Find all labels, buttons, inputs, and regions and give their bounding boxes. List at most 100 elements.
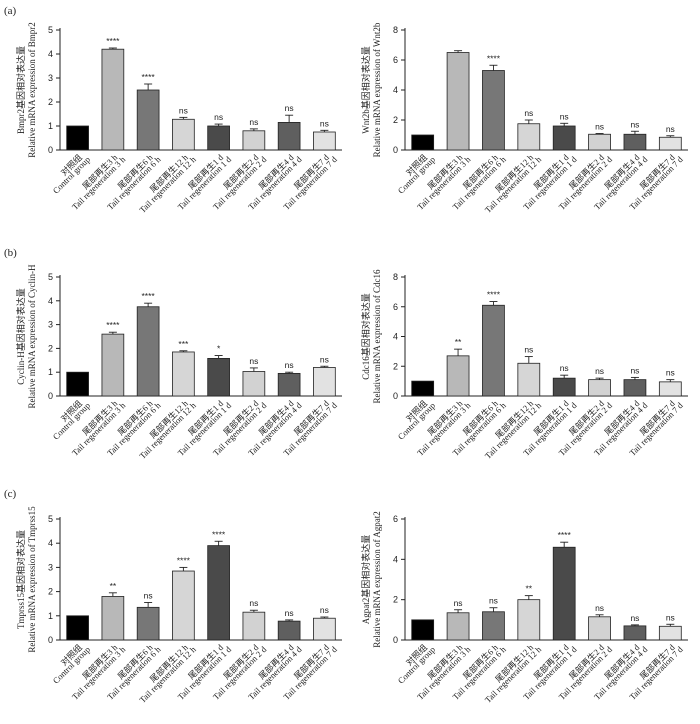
- panel-letter-c: (c): [4, 488, 17, 500]
- significance-label: ****: [177, 555, 191, 565]
- y-axis-label-en: Relative mRNA expression of Agpat2: [372, 511, 382, 647]
- significance-label: ns: [214, 112, 223, 122]
- bar: [552, 377, 576, 397]
- y-axis-label-en: Relative mRNA expression of Cyclin-H: [27, 264, 37, 408]
- bar: [207, 357, 230, 397]
- bar: [101, 333, 125, 397]
- bar: [313, 617, 336, 641]
- y-tick-label: 8: [393, 272, 398, 282]
- significance-label: ns: [320, 354, 329, 364]
- significance-label: ns: [524, 345, 533, 355]
- chart-2: 0 2 4 6 8 Wnt2b基因相对表达量 Relative mRNA expressio…: [360, 22, 688, 215]
- significance-label: ns: [454, 598, 463, 608]
- bar: [482, 70, 505, 151]
- bar: [411, 619, 435, 641]
- bar: [588, 379, 611, 397]
- y-axis-label-cn: Tmprss15基因相对表达量: [15, 530, 26, 629]
- chart-1: 0 1 2 3 4 5 Bmpr2基因相对表达量 Relative mRNA expressi…: [15, 22, 342, 215]
- significance-label: ****: [558, 530, 572, 540]
- bar: [66, 125, 89, 151]
- significance-label: ****: [142, 291, 156, 301]
- y-tick-label: 2: [48, 343, 53, 353]
- y-tick-label: 4: [393, 554, 398, 564]
- significance-label: ns: [524, 108, 533, 118]
- significance-label: ns: [666, 124, 675, 134]
- bar: [66, 371, 89, 397]
- y-tick-label: 4: [393, 332, 398, 342]
- significance-label: ****: [106, 320, 120, 330]
- significance-label: ns: [595, 122, 604, 132]
- significance-label: ns: [320, 605, 329, 615]
- bar: [172, 118, 195, 151]
- bar: [658, 136, 682, 151]
- bar: [242, 371, 266, 397]
- bar: [588, 616, 611, 641]
- y-axis-label-en: Relative mRNA expression of Cdc16: [372, 269, 382, 403]
- bar: [172, 351, 195, 397]
- significance-label: ****: [487, 290, 501, 300]
- significance-label: ns: [560, 111, 569, 121]
- bar: [207, 125, 230, 151]
- chart-6: 0 2 4 6 Agpat2基因相对表达量 Relative mRNA expressio…: [360, 511, 688, 705]
- bar: [411, 380, 435, 397]
- bar: [101, 48, 125, 151]
- bar: [446, 612, 470, 641]
- bar: [482, 304, 505, 397]
- y-tick-label: 2: [393, 115, 398, 125]
- bar: [552, 125, 576, 151]
- y-tick-label: 5: [48, 272, 53, 282]
- significance-label: ns: [249, 117, 258, 127]
- bar: [172, 570, 195, 641]
- significance-label: ns: [666, 612, 675, 622]
- significance-label: ns: [595, 603, 604, 613]
- y-tick-label: 0: [48, 391, 53, 401]
- bar: [623, 133, 647, 151]
- bar: [101, 596, 125, 641]
- significance-label: ns: [144, 590, 153, 600]
- significance-label: *: [217, 344, 221, 354]
- bar: [552, 546, 576, 641]
- significance-label: ns: [285, 608, 294, 618]
- bar: [277, 620, 301, 641]
- y-tick-label: 2: [393, 595, 398, 605]
- bar: [242, 130, 266, 151]
- chart-5: 0 1 2 3 4 5 Tmprss15基因相对表达量 Relative mRNA expre…: [15, 506, 342, 705]
- y-tick-label: 2: [48, 587, 53, 597]
- y-axis-label-en: Relative mRNA expression of Bmpr2: [27, 22, 37, 157]
- bar: [136, 306, 160, 397]
- panel-letter-a: (a): [4, 5, 17, 17]
- y-axis-label-cn: Cdc16基因相对表达量: [360, 293, 371, 380]
- bar: [242, 611, 266, 641]
- significance-label: ****: [106, 36, 120, 46]
- y-axis-label-cn: Wnt2b基因相对表达量: [360, 46, 371, 134]
- bar: [623, 379, 647, 397]
- y-tick-label: 2: [48, 97, 53, 107]
- significance-label: ns: [249, 356, 258, 366]
- bar: [277, 372, 301, 397]
- bar: [623, 625, 647, 641]
- y-axis-label-cn: Cyclin-H基因相对表达量: [15, 288, 26, 385]
- y-tick-label: 2: [393, 361, 398, 371]
- significance-label: **: [110, 581, 117, 591]
- bar: [66, 615, 89, 641]
- y-tick-label: 8: [393, 25, 398, 35]
- y-tick-label: 0: [48, 145, 53, 155]
- y-tick-label: 6: [393, 55, 398, 65]
- y-tick-label: 3: [48, 562, 53, 572]
- y-tick-label: 4: [48, 49, 53, 59]
- significance-label: ns: [285, 360, 294, 370]
- bar: [517, 599, 541, 641]
- significance-label: ****: [212, 529, 226, 539]
- bar: [136, 606, 160, 641]
- bar: [313, 131, 336, 151]
- bar: [136, 89, 160, 151]
- bar: [517, 362, 541, 397]
- y-tick-label: 6: [393, 514, 398, 524]
- y-tick-label: 6: [393, 302, 398, 312]
- bar: [446, 355, 470, 397]
- y-tick-label: 0: [48, 635, 53, 645]
- y-axis-label-en: Relative mRNA expression of Tmprss15: [27, 506, 37, 653]
- y-axis-label-en: Relative mRNA expression of Wnt2b: [372, 22, 382, 157]
- bar: [517, 123, 541, 151]
